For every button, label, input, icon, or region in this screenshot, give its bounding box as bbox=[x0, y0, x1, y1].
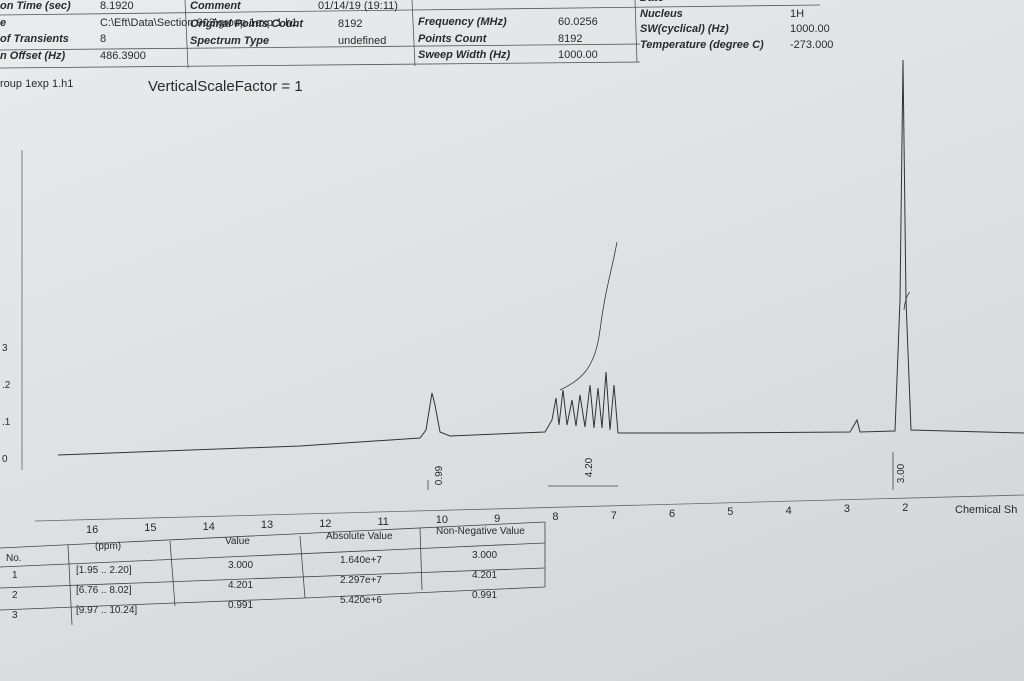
table-cell: 2 bbox=[12, 590, 18, 601]
y-tick-label: .1 bbox=[2, 417, 11, 428]
field-value: undefined bbox=[338, 35, 387, 47]
field-label: Sweep Width (Hz) bbox=[418, 49, 511, 61]
field-label: Original Points Count bbox=[190, 17, 304, 30]
field-label: Nucleus bbox=[640, 7, 683, 20]
table-cell: [1.95 .. 2.20] bbox=[76, 565, 132, 576]
table-header: Value bbox=[225, 536, 250, 547]
x-tick-label: 7 bbox=[610, 509, 617, 522]
table-cell: [6.76 .. 8.02] bbox=[76, 585, 132, 596]
spectrum-trace bbox=[57, 59, 1024, 456]
integral-curve bbox=[903, 291, 911, 311]
x-tick-label: 10 bbox=[435, 514, 449, 527]
table-cell: 4.201 bbox=[472, 570, 498, 581]
field-label: Frequency (MHz) bbox=[418, 16, 507, 28]
field-label: of Transients bbox=[0, 33, 69, 45]
y-tick-label: 3 bbox=[2, 343, 8, 354]
field-label: on Time (sec) bbox=[0, 0, 71, 12]
field-value: 1H bbox=[790, 7, 805, 20]
table-grid bbox=[0, 521, 546, 626]
x-tick-label: 16 bbox=[86, 524, 99, 536]
x-axis-title: Chemical Sh bbox=[955, 504, 1018, 516]
field-value: -273.000 bbox=[790, 38, 834, 51]
field-label: Date bbox=[640, 0, 664, 4]
table-cell: 2.297e+7 bbox=[340, 575, 382, 586]
table-cell: 0.991 bbox=[228, 600, 254, 611]
field-value: 8192 bbox=[338, 17, 363, 30]
table-cell: 3.000 bbox=[228, 560, 254, 571]
x-ruler bbox=[34, 494, 1024, 522]
x-tick-label: 3 bbox=[843, 503, 851, 516]
field-label: Comment bbox=[190, 0, 241, 12]
field-label: Spectrum Type bbox=[190, 35, 270, 47]
field-value: 486.3900 bbox=[100, 49, 146, 62]
field-label: Points Count bbox=[418, 32, 487, 45]
integral-label: 3.00 bbox=[896, 463, 908, 484]
integral-bracket bbox=[427, 452, 894, 490]
x-tick-label: 11 bbox=[377, 516, 389, 528]
x-tick-label: 5 bbox=[727, 506, 734, 519]
table-cell: 1 bbox=[12, 570, 18, 581]
field-label: SW(cyclical) (Hz) bbox=[640, 23, 729, 35]
x-tick-label: 8 bbox=[552, 511, 559, 524]
x-tick-label: 12 bbox=[319, 517, 332, 530]
field-value: 60.0256 bbox=[558, 16, 598, 28]
table-header: Non-Negative Value bbox=[436, 526, 525, 537]
field-value: 8 bbox=[100, 33, 107, 45]
scale-note: VerticalScaleFactor = 1 bbox=[148, 78, 303, 95]
field-label: Temperature (degree C) bbox=[640, 38, 764, 51]
table-cell: 1.640e+7 bbox=[340, 555, 382, 566]
x-tick-label: 9 bbox=[494, 512, 501, 525]
table-cell: 3.000 bbox=[472, 550, 498, 561]
x-tick-label: 6 bbox=[669, 508, 676, 520]
integral-label: 4.20 bbox=[584, 457, 596, 478]
table-cell: 5.420e+6 bbox=[340, 595, 382, 606]
header-grid bbox=[0, 0, 821, 69]
field-value: 8192 bbox=[558, 32, 583, 45]
x-tick-label: 4 bbox=[785, 504, 792, 517]
table-cell: 4.201 bbox=[228, 580, 254, 591]
field-label: n Offset (Hz) bbox=[0, 49, 66, 62]
table-header: No. bbox=[6, 553, 22, 564]
table-cell: 0.991 bbox=[472, 590, 498, 601]
y-tick-label: 0 bbox=[2, 454, 8, 465]
field-label: e bbox=[0, 16, 7, 29]
x-tick-label: 15 bbox=[144, 522, 157, 535]
y-tick-label: .2 bbox=[2, 380, 11, 391]
field-value: 01/14/19 (19:11) bbox=[318, 0, 398, 12]
file-name: roup 1exp 1.h1 bbox=[0, 78, 74, 90]
integral-curve bbox=[559, 241, 618, 391]
integral-label: 0.99 bbox=[434, 465, 446, 486]
table-header: (ppm) bbox=[95, 541, 122, 552]
field-value: 8.1920 bbox=[100, 0, 134, 12]
field-value: C:\Eft\Data\Section 903\group 1exp 1.h1 bbox=[100, 16, 298, 29]
table-cell: 3 bbox=[12, 610, 18, 621]
x-tick-label: 13 bbox=[260, 519, 274, 532]
x-tick-label: 14 bbox=[202, 520, 215, 533]
field-value: 1000.00 bbox=[558, 49, 598, 61]
field-value: 1000.00 bbox=[790, 23, 830, 35]
x-tick-label: 2 bbox=[902, 501, 909, 514]
table-header: Absolute Value bbox=[326, 531, 393, 542]
table-cell: [9.97 .. 10.24] bbox=[76, 605, 138, 616]
